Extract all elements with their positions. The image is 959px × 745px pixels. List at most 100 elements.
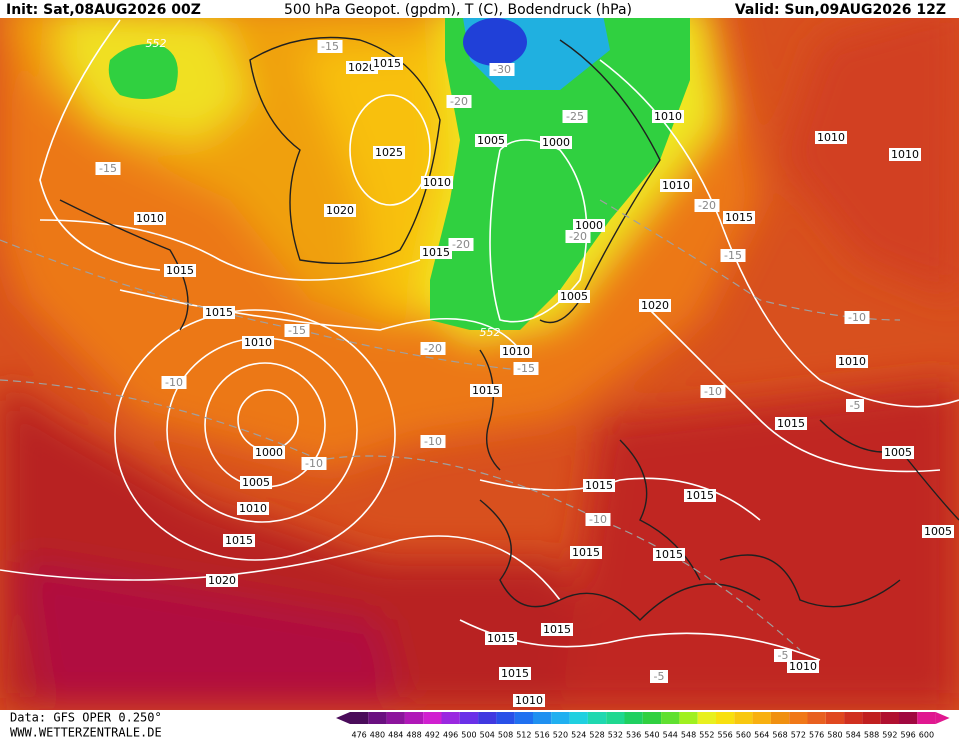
valid-time: Valid: Sun,09AUG2026 12Z xyxy=(735,2,946,18)
colorbar-label: 540 xyxy=(644,731,659,740)
pressure-label-box xyxy=(541,623,573,636)
colorbar-label: 592 xyxy=(882,731,897,740)
colorbar-label: 516 xyxy=(535,731,550,740)
pressure-label: 1000 xyxy=(542,136,570,149)
colorbar-label: 584 xyxy=(846,731,861,740)
colorbar-arrow-right xyxy=(935,712,950,724)
temperature-label-box xyxy=(448,238,474,251)
colorbar-label: 500 xyxy=(461,731,476,740)
colorbar-swatch xyxy=(770,712,790,724)
colorbar-label: 504 xyxy=(480,731,495,740)
colorbar-label: 480 xyxy=(370,731,385,740)
pressure-label: 1010 xyxy=(817,131,845,144)
pressure-label: 1025 xyxy=(375,146,403,159)
pressure-label-box xyxy=(470,384,502,397)
pressure-label-box xyxy=(240,476,272,489)
temperature-label-box xyxy=(562,110,588,123)
pressure-label-box xyxy=(499,667,531,680)
colorbar-label: 520 xyxy=(553,731,568,740)
temperature-label-box xyxy=(284,324,310,337)
pressure-label: 1010 xyxy=(502,345,530,358)
colorbar-label: 572 xyxy=(791,731,806,740)
temperature-label-box xyxy=(774,649,792,662)
pressure-label: 1000 xyxy=(255,446,283,459)
colorbar-label: 576 xyxy=(809,731,824,740)
temperature-label: -5 xyxy=(850,399,861,412)
temperature-label-box xyxy=(95,162,121,175)
pressure-label: 1015 xyxy=(585,479,613,492)
temperature-label-box xyxy=(489,63,515,76)
pressure-label: 1020 xyxy=(348,61,376,74)
header-bar xyxy=(0,0,959,18)
pressure-label: 1010 xyxy=(838,355,866,368)
temperature-label: -20 xyxy=(569,230,587,243)
pressure-label: 1020 xyxy=(641,299,669,312)
temperature-label: -15 xyxy=(99,162,117,175)
colorbar-swatch xyxy=(679,712,698,724)
geopotential-label: 552 xyxy=(146,37,167,50)
pressure-label-box xyxy=(787,660,819,673)
colorbar-arrow-left xyxy=(336,712,350,724)
pressure-label: 1010 xyxy=(239,502,267,515)
colorbar-label: 600 xyxy=(919,731,934,740)
colorbar-swatch xyxy=(862,712,881,724)
colorbar-label: 560 xyxy=(736,731,751,740)
pressure-label: 1015 xyxy=(225,534,253,547)
pressure-label: 1015 xyxy=(686,489,714,502)
colorbar-swatch xyxy=(624,712,643,724)
colorbar-swatch xyxy=(386,712,405,724)
colorbar-swatch xyxy=(569,712,588,724)
colorbar-swatch xyxy=(404,712,424,724)
pressure-label: 1015 xyxy=(572,546,600,559)
colorbar-swatch xyxy=(642,712,662,724)
temperature-label-box xyxy=(700,385,726,398)
pressure-label-box xyxy=(660,179,692,192)
temperature-label-box xyxy=(694,199,720,212)
colorbar-label: 544 xyxy=(663,731,678,740)
temperature-label-box xyxy=(420,342,446,355)
pressure-label: 1015 xyxy=(373,57,401,70)
colorbar-label: 564 xyxy=(754,731,769,740)
pressure-label-box xyxy=(485,632,517,645)
pressure-label: 1015 xyxy=(472,384,500,397)
colorbar-swatch xyxy=(459,712,479,724)
colorbar-label: 488 xyxy=(406,731,421,740)
pressure-label-box xyxy=(652,110,684,123)
temperature-label-box xyxy=(585,513,611,526)
colorbar-swatch xyxy=(423,712,442,724)
pressure-label: 1015 xyxy=(725,211,753,224)
pressure-label: 1005 xyxy=(924,525,952,538)
pressure-label: 1010 xyxy=(423,176,451,189)
map-title: 500 hPa Geopot. (gpdm), T (C), Bodendruc… xyxy=(284,2,632,18)
pressure-label-box xyxy=(164,264,196,277)
colorbar-swatch xyxy=(880,712,899,724)
pressure-label: 1020 xyxy=(326,204,354,217)
pressure-label: 1005 xyxy=(560,290,588,303)
colorbar-label: 524 xyxy=(571,731,586,740)
temperature-label-box xyxy=(720,249,746,262)
colorbar-swatch xyxy=(496,712,515,724)
pressure-label: 1015 xyxy=(655,548,683,561)
temperature-label-box xyxy=(301,457,327,470)
colorbar-label: 548 xyxy=(681,731,696,740)
colorbar-swatch xyxy=(350,712,369,724)
pressure-label-box xyxy=(653,548,685,561)
pressure-label: 1010 xyxy=(244,336,272,349)
colorbar-swatch xyxy=(441,712,460,724)
temperature-label-box xyxy=(420,435,446,448)
temperature-label: -20 xyxy=(452,238,470,251)
temperature-label: -5 xyxy=(654,670,665,683)
temperature-label: -10 xyxy=(704,385,722,398)
pressure-label-box xyxy=(420,246,452,259)
pressure-label: 1020 xyxy=(208,574,236,587)
pressure-label-box xyxy=(775,417,807,430)
colorbar-label: 596 xyxy=(901,731,916,740)
pressure-label-box xyxy=(134,212,166,225)
temperature-label: -15 xyxy=(288,324,306,337)
colorbar-swatch xyxy=(606,712,625,724)
pressure-label: 1010 xyxy=(662,179,690,192)
colorbar-swatch xyxy=(697,712,716,724)
pressure-label-box xyxy=(889,148,921,161)
pressure-label: 1015 xyxy=(487,632,515,645)
